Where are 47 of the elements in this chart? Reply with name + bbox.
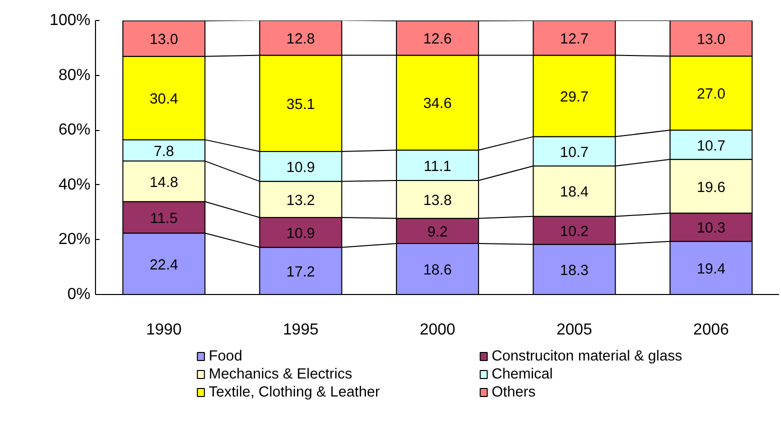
y-tick-label: 20% xyxy=(58,231,91,248)
data-label: 14.8 xyxy=(150,174,178,191)
x-tick-label: 1990 xyxy=(146,322,182,338)
data-label: 10.2 xyxy=(560,224,589,240)
x-tick-label: 2006 xyxy=(693,322,729,338)
data-label: 10.9 xyxy=(286,226,315,242)
x-tick-label: 2005 xyxy=(556,322,592,338)
data-label: 13.0 xyxy=(696,32,726,48)
data-label: 11.5 xyxy=(150,210,178,227)
legend-label: Construciton material & glass xyxy=(492,348,682,364)
data-label: 12.6 xyxy=(423,32,452,48)
y-tick-label: 40% xyxy=(58,176,91,194)
data-label: 10.7 xyxy=(560,144,589,161)
data-label: 35.1 xyxy=(286,96,315,113)
legend-label: Others xyxy=(492,384,536,400)
data-label: 7.8 xyxy=(154,144,174,160)
legend-label: Mechanics & Electrics xyxy=(208,366,352,382)
legend-label: Textile, Clothing & Leather xyxy=(208,384,380,400)
data-label: 12.8 xyxy=(286,31,315,48)
data-label: 19.4 xyxy=(696,261,726,278)
data-label: 13.0 xyxy=(150,32,178,48)
data-label: 9.2 xyxy=(427,224,448,240)
data-label: 19.6 xyxy=(696,180,726,196)
y-tick-label: 60% xyxy=(58,122,91,139)
data-label: 11.1 xyxy=(424,158,452,175)
data-label: 30.4 xyxy=(150,92,178,108)
data-label: 10.9 xyxy=(286,160,315,176)
data-label: 22.4 xyxy=(150,257,178,274)
data-label: 18.6 xyxy=(423,262,452,279)
data-label: 10.7 xyxy=(696,138,726,154)
x-tick-label: 1995 xyxy=(282,322,319,338)
x-tick-label: 2000 xyxy=(420,322,456,338)
y-tick-label: 100% xyxy=(50,12,90,29)
y-tick-label: 80% xyxy=(58,66,91,84)
data-label: 13.8 xyxy=(423,192,452,209)
data-label: 10.3 xyxy=(696,220,726,237)
data-label: 18.4 xyxy=(560,184,589,201)
data-label: 13.2 xyxy=(286,192,315,209)
data-label: 27.0 xyxy=(696,86,726,103)
legend-label: Chemical xyxy=(492,366,553,382)
data-label: 34.6 xyxy=(423,96,452,112)
y-tick-label: 0% xyxy=(67,286,90,303)
data-label: 12.7 xyxy=(560,31,589,48)
data-label: 18.3 xyxy=(560,262,589,279)
data-label: 29.7 xyxy=(560,89,589,106)
data-label: 17.2 xyxy=(286,264,315,280)
legend-label: Food xyxy=(208,348,242,364)
